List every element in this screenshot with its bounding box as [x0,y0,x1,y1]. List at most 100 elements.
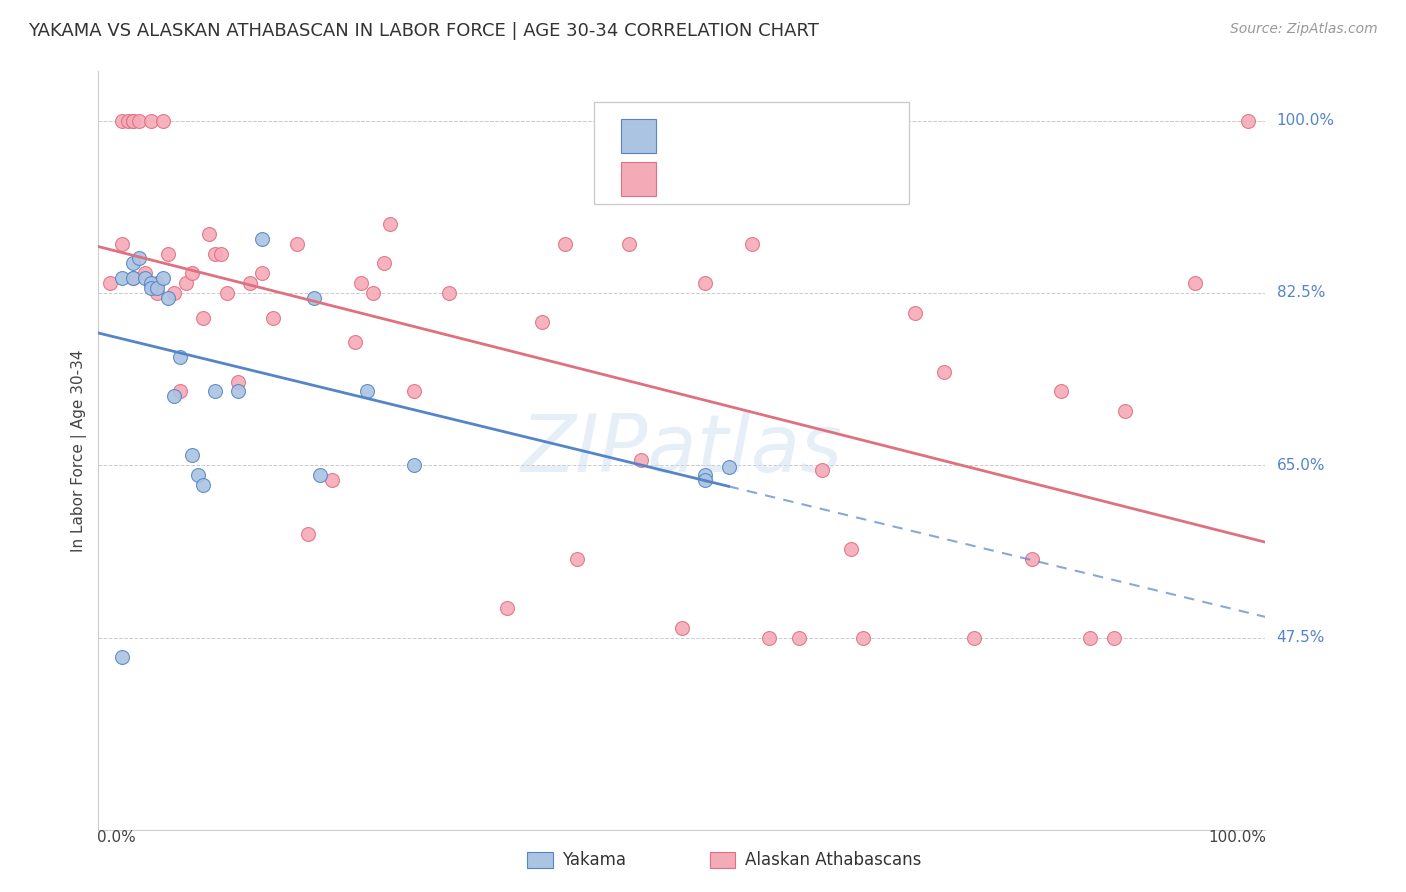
Point [758,631,780,645]
Point [402,458,425,473]
Point [180,266,202,280]
Point [128,252,150,266]
Point [180,449,202,463]
Point [695,276,717,290]
Point [209,246,232,260]
Text: 61: 61 [877,170,901,188]
Point [146,276,169,290]
Point [695,468,717,483]
Point [619,236,641,251]
Text: 100.0%: 100.0% [1277,113,1334,128]
FancyBboxPatch shape [621,119,657,153]
Point [437,285,460,300]
FancyBboxPatch shape [621,162,657,196]
Point [250,266,273,280]
Text: N =: N = [820,170,868,188]
Point [904,305,927,319]
Point [304,291,326,305]
Point [1050,384,1073,399]
Point [157,246,180,260]
Text: 47.5%: 47.5% [1277,630,1324,645]
Point [139,281,162,295]
Point [98,276,121,290]
Point [1237,113,1260,128]
Point [262,310,284,325]
Point [1021,551,1043,566]
Point [204,384,226,399]
Point [174,276,197,290]
Point [717,460,740,475]
Point [122,256,145,270]
Point [530,315,553,329]
Point [554,236,576,251]
Point [157,291,180,305]
Point [122,113,145,128]
Point [152,271,174,285]
FancyBboxPatch shape [595,102,910,204]
Point [934,365,956,379]
Point [297,527,319,541]
Text: ZIPatlas: ZIPatlas [520,411,844,490]
Point [111,113,134,128]
Point [1080,631,1102,645]
Point [344,335,367,350]
Point [163,285,186,300]
Point [111,236,134,251]
Point [169,384,191,399]
Point [839,541,862,556]
Point [122,113,145,128]
Point [204,246,226,260]
Text: N =: N = [820,127,868,145]
Point [146,285,169,300]
Point [630,453,652,467]
Text: 0.014: 0.014 [738,170,790,188]
Point [1114,404,1136,418]
Point [1184,276,1206,290]
Point [350,276,373,290]
Text: 25: 25 [877,127,901,145]
Point [496,601,519,615]
Point [356,384,378,399]
Point [111,271,134,285]
Point [198,227,221,241]
Text: Yakama: Yakama [562,851,627,869]
Point [117,113,139,128]
Point [250,232,273,246]
Point [163,389,186,403]
Point [122,271,145,285]
Point [215,285,238,300]
Point [111,650,134,665]
Point [228,375,250,389]
Point [228,384,250,399]
Text: 0.0%: 0.0% [97,830,136,845]
Point [741,236,763,251]
Text: Alaskan Athabascans: Alaskan Athabascans [745,851,921,869]
Point [321,473,343,487]
Point [169,350,191,364]
Point [134,271,156,285]
Point [139,276,162,290]
Text: 100.0%: 100.0% [1209,830,1267,845]
Point [128,113,150,128]
Text: R =: R = [685,127,721,145]
Text: Source: ZipAtlas.com: Source: ZipAtlas.com [1230,22,1378,37]
Point [239,276,262,290]
Text: -0.302: -0.302 [738,127,797,145]
Point [811,463,834,477]
Text: 82.5%: 82.5% [1277,285,1324,301]
Point [962,631,984,645]
Point [402,384,425,399]
Point [695,473,717,487]
Point [671,621,693,635]
Point [134,266,156,280]
Point [373,256,395,270]
Point [122,271,145,285]
Point [1102,631,1125,645]
Point [193,478,215,492]
Text: YAKAMA VS ALASKAN ATHABASCAN IN LABOR FORCE | AGE 30-34 CORRELATION CHART: YAKAMA VS ALASKAN ATHABASCAN IN LABOR FO… [28,22,818,40]
Point [380,217,402,231]
Point [852,631,875,645]
Y-axis label: In Labor Force | Age 30-34: In Labor Force | Age 30-34 [72,349,87,552]
Text: R =: R = [685,170,727,188]
Point [309,468,332,483]
